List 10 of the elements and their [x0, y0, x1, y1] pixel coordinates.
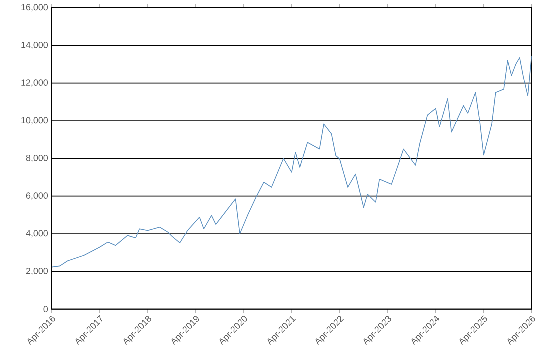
- y-tick-label: 4,000: [26, 230, 48, 238]
- y-tick-label: 12,000: [22, 80, 48, 87]
- y-tick-label: 14,000: [22, 42, 48, 50]
- y-tick-label: 6,000: [26, 192, 48, 200]
- y-tick-label: 0: [44, 306, 48, 312]
- y-tick-label: 10,000: [22, 117, 48, 125]
- y-tick-label: 2,000: [26, 268, 48, 276]
- line-series: [52, 56, 532, 268]
- y-tick-label: 16,000: [22, 4, 48, 12]
- y-tick-label: 8,000: [26, 154, 48, 162]
